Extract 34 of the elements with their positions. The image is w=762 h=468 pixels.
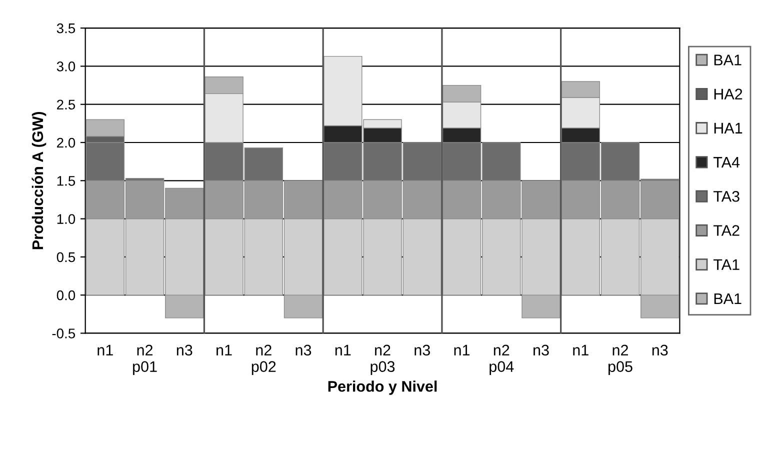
x-tick-label: n2 p04	[490, 344, 514, 376]
y-tick-label: 1.5	[57, 176, 76, 186]
legend-label: TA4	[713, 157, 740, 168]
y-tick-label: 1.0	[57, 214, 76, 224]
x-tick-label: n2 p03	[370, 344, 395, 376]
x-tick-label: n3	[534, 344, 549, 356]
y-tick-label: -0.5	[52, 328, 76, 338]
legend-label: TA2	[713, 225, 740, 236]
x-tick-label: n1	[98, 344, 113, 356]
y-tick-label: 3.0	[56, 62, 76, 72]
y-tick-label: 2.0	[57, 138, 76, 148]
x-tick-label: n3	[414, 344, 430, 356]
y-tick-label: 3.5	[56, 23, 76, 34]
x-tick-label: n3	[652, 344, 668, 356]
y-tick-label: 0.0	[56, 290, 76, 300]
legend-label: TA1	[713, 259, 740, 270]
legend-label: HA2	[714, 88, 742, 100]
legend-label: BA1	[714, 293, 742, 304]
y-axis-title: Producción A (GW)	[32, 112, 46, 250]
x-tick-label: n1	[216, 344, 232, 356]
x-tick-label: n3	[296, 344, 312, 356]
x-axis-title: Periodo y Nivel	[328, 380, 437, 395]
x-tick-label: n1	[335, 344, 351, 356]
x-tick-label: n1	[573, 344, 588, 356]
x-tick-label: n1	[454, 344, 470, 356]
y-tick-label: 2.5	[57, 100, 76, 110]
y-tick-label: 0.5	[56, 252, 76, 262]
x-tick-label: n2 p01	[133, 344, 157, 376]
x-tick-label: n2 p05	[608, 344, 632, 376]
x-tick-label: n2 p02	[252, 344, 276, 376]
x-tick-label: n3	[176, 344, 192, 356]
legend-label: TA3	[713, 190, 740, 202]
legend-label: HA1	[714, 122, 742, 134]
legend-label: BA1	[714, 54, 742, 66]
